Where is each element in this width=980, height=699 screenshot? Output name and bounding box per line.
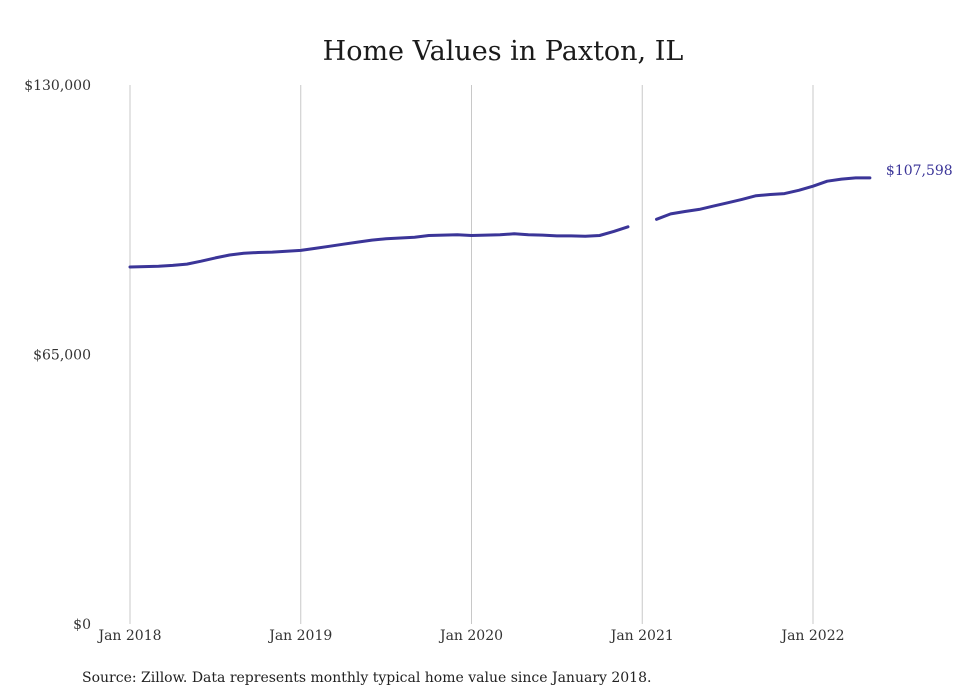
x-axis-tick-labels: Jan 2018 Jan 2019 Jan 2020 Jan 2021 Jan 2022 [96,628,844,644]
x-gridlines [129,85,814,624]
x-tick-label: Jan 2018 [96,628,161,644]
series-line-segment [655,176,872,221]
chart-title: Home Values in Paxton, IL [323,36,684,67]
x-tick-label: Jan 2022 [779,628,844,644]
series-line-group [128,176,872,269]
series-line-segment [128,225,630,269]
y-axis-tick-labels: $0 $65,000 $130,000 [24,78,91,633]
x-tick-label: Jan 2020 [438,628,503,644]
source-note: Source: Zillow. Data represents monthly … [82,670,651,686]
y-tick-label: $130,000 [24,78,91,94]
x-tick-label: Jan 2019 [267,628,332,644]
y-tick-label: $65,000 [33,348,91,364]
y-tick-label: $0 [73,617,91,633]
x-tick-label: Jan 2021 [609,628,674,644]
end-value-label: $107,598 [886,163,953,179]
